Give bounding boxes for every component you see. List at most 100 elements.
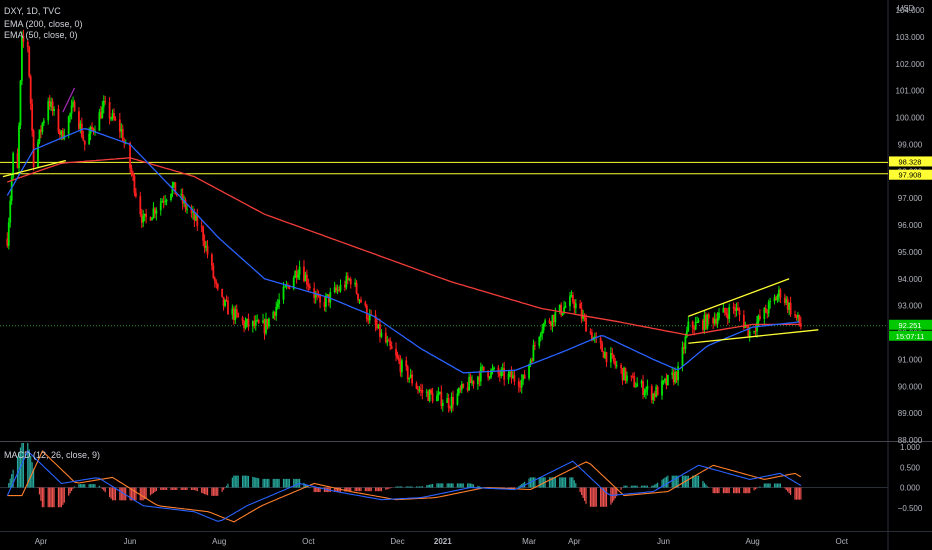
candle-body — [626, 375, 628, 381]
candle-body — [548, 320, 551, 323]
candle-body — [297, 274, 300, 278]
candle-body — [162, 201, 165, 203]
candle-body — [779, 289, 782, 298]
candle-body — [479, 367, 482, 382]
candle-body — [265, 319, 267, 334]
candle-body — [184, 200, 187, 209]
candle-body — [101, 106, 104, 119]
candle-body — [390, 346, 393, 349]
candle-body — [440, 391, 443, 406]
candle-body — [646, 385, 649, 390]
price-tick-label: 99.000 — [898, 140, 923, 149]
symbol-legend[interactable]: DXY, 1D, TVC — [4, 6, 61, 16]
candle-body — [773, 297, 776, 302]
candle-body — [349, 278, 352, 285]
candle-body — [713, 319, 716, 324]
macd-line — [6, 450, 802, 522]
candle-body — [99, 112, 102, 119]
candle-body — [702, 320, 704, 330]
price-tick-label: 91.000 — [898, 355, 923, 364]
candle-body — [725, 312, 728, 315]
candle-body — [9, 200, 12, 223]
candle-body — [438, 391, 441, 394]
candle-body — [620, 365, 622, 369]
candle-body — [186, 208, 188, 210]
candle-body — [19, 80, 22, 126]
candle-body — [574, 303, 577, 309]
candle-body — [7, 222, 10, 246]
candle-body — [449, 407, 452, 409]
candle-body — [132, 173, 134, 176]
candle-body — [754, 331, 757, 333]
candle-body — [457, 388, 460, 394]
candle-body — [37, 141, 39, 168]
price-tick-label: 100.000 — [896, 114, 925, 123]
candle-body — [142, 216, 145, 223]
candle-body — [360, 299, 362, 303]
candle-body — [206, 245, 209, 255]
candle-body — [316, 294, 319, 296]
candle-body — [32, 130, 35, 168]
candle-body — [411, 374, 414, 384]
candle-body — [53, 108, 55, 111]
candle-body — [387, 340, 390, 342]
candle-body — [487, 370, 490, 378]
price-tick-label: 89.000 — [898, 409, 923, 418]
candle-body — [329, 292, 332, 303]
candle-body — [609, 352, 612, 363]
candle-body — [778, 289, 780, 297]
candle-body — [298, 266, 301, 275]
candle-body — [623, 367, 625, 381]
candle-body — [573, 301, 576, 309]
candle-body — [421, 389, 424, 393]
price-badges: 98.328 97.908 92.251 15:07:11 — [889, 156, 932, 341]
candle-body — [599, 337, 602, 344]
candle-body — [211, 254, 213, 266]
ema200-legend[interactable]: EMA (200, close, 0) — [4, 19, 83, 29]
candle-body — [417, 388, 419, 390]
candle-body — [263, 320, 266, 334]
candle-body — [193, 211, 196, 221]
candle-body — [430, 389, 433, 393]
ema50-legend[interactable]: EMA (50, close, 0) — [4, 30, 78, 40]
candle-body — [295, 270, 298, 278]
candle-body — [747, 325, 750, 336]
candle-body — [675, 371, 678, 381]
countdown-badge-bg — [889, 330, 932, 341]
candle-body — [38, 129, 41, 142]
candle-body — [67, 116, 70, 136]
candle-body — [253, 321, 256, 326]
candle-body — [69, 113, 72, 117]
candle-body — [140, 214, 143, 223]
candle-body — [376, 325, 378, 329]
candle-body — [633, 376, 636, 388]
candle-body — [783, 297, 786, 303]
candle-body — [368, 314, 371, 321]
candle-body — [661, 380, 663, 396]
candle-body — [640, 381, 643, 384]
candle-body — [652, 393, 655, 401]
candle-body — [380, 332, 383, 337]
candle-body — [42, 120, 45, 124]
candle-body — [212, 265, 215, 278]
candle-body — [257, 320, 260, 324]
macd-legend[interactable]: MACD (12, 26, close, 9) — [4, 450, 101, 460]
trend-line — [688, 329, 819, 344]
candle-body — [493, 367, 495, 370]
candle-body — [491, 369, 494, 371]
candle-body — [91, 126, 93, 129]
candle-body — [766, 312, 769, 314]
candle-body — [533, 345, 536, 347]
candle-body — [130, 168, 133, 174]
candle-body — [29, 76, 32, 104]
candle-body — [507, 373, 510, 380]
candle-body — [694, 321, 697, 330]
candle-body — [418, 389, 421, 391]
candle-body — [498, 373, 501, 376]
candle-body — [611, 352, 614, 355]
candle-body — [200, 226, 203, 228]
candle-body — [57, 108, 60, 132]
candle-body — [121, 128, 124, 142]
